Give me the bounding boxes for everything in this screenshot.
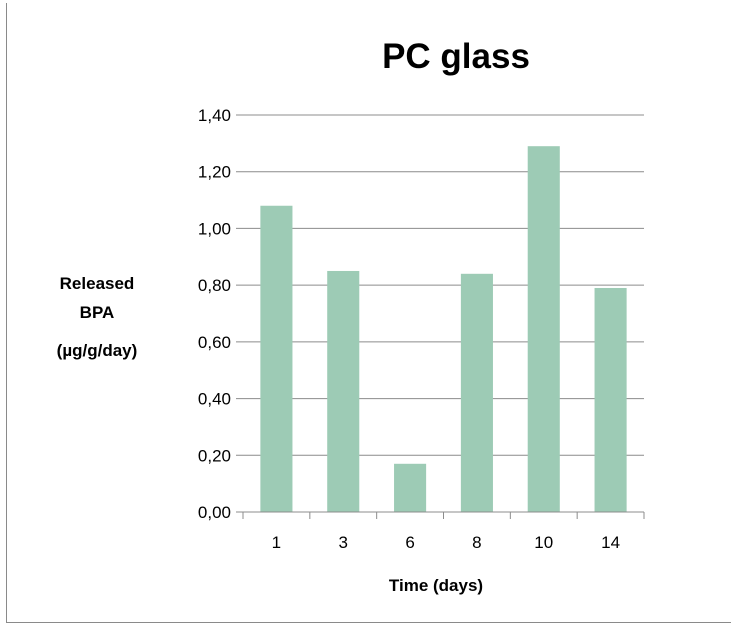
y-axis-label: Released BPA (µg/g/day) <box>57 274 138 360</box>
x-tick-label: 10 <box>534 533 553 552</box>
y-tick-label: 0,20 <box>198 446 231 465</box>
y-tick-label: 1,40 <box>198 106 231 125</box>
x-tick-label: 1 <box>272 533 281 552</box>
bar-6 <box>394 463 427 512</box>
bar-8 <box>460 273 493 512</box>
x-axis <box>242 511 645 519</box>
y-tick-label: 0,60 <box>198 333 231 352</box>
bars <box>260 146 627 512</box>
y-tick-label: 1,00 <box>198 219 231 238</box>
y-tick-labels: 0,00 0,20 0,40 0,60 0,80 1,00 1,20 1,40 <box>198 106 231 522</box>
chart-title: PC glass <box>382 37 530 76</box>
y-tick-label: 1,20 <box>198 163 231 182</box>
x-tick-labels: 1 3 6 8 10 14 <box>272 533 620 552</box>
x-tick-label: 8 <box>472 533 481 552</box>
x-axis-label: Time (days) <box>389 576 483 595</box>
chart-frame <box>6 3 731 623</box>
y-tick-label: 0,00 <box>198 503 231 522</box>
y-axis-label-line-1: Released <box>60 274 135 293</box>
bar-1 <box>260 205 293 512</box>
y-axis-label-line-2: BPA <box>80 303 115 322</box>
y-tick-label: 0,40 <box>198 390 231 409</box>
bar-10 <box>527 146 560 512</box>
x-tick-label: 14 <box>601 533 620 552</box>
bar-14 <box>594 287 627 512</box>
gridlines <box>236 114 644 513</box>
x-tick-label: 3 <box>339 533 348 552</box>
y-tick-label: 0,80 <box>198 276 231 295</box>
y-axis-label-line-3: (µg/g/day) <box>57 341 138 360</box>
bar-3 <box>327 270 360 512</box>
x-tick-label: 6 <box>405 533 414 552</box>
